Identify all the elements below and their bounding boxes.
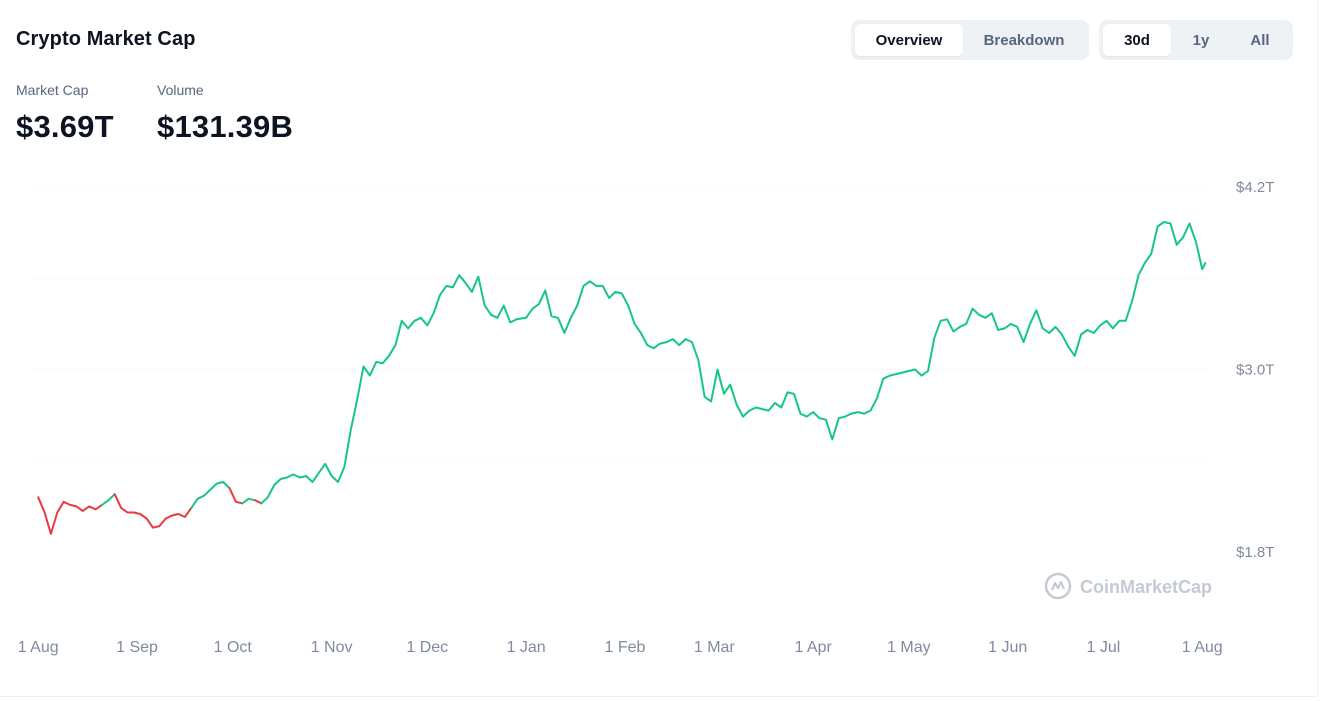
series-line-up [101, 493, 116, 506]
x-tick-label: 1 Nov [311, 639, 353, 656]
range-1y-button[interactable]: 1y [1192, 31, 1210, 49]
y-axis: $4.2T $3.0T $1.8T [1236, 179, 1274, 561]
market-cap-label: Market Cap [16, 82, 89, 98]
price-line [37, 221, 1207, 535]
x-tick-label: 1 Jan [507, 639, 546, 656]
x-tick-label: 1 Sep [116, 639, 158, 656]
range-30d-button[interactable]: 30d [1103, 24, 1171, 56]
view-toggle: Overview Breakdown [851, 20, 1089, 60]
series-line-up [241, 497, 257, 505]
volume-stat: Volume $131.39B [157, 82, 293, 145]
series-line-down [37, 496, 103, 535]
x-tick-label: 1 Jun [988, 639, 1027, 656]
x-tick-label: 1 Oct [214, 639, 253, 656]
coinmarketcap-watermark: CoinMarketCap [1044, 572, 1212, 600]
x-tick-label: 1 Feb [605, 639, 646, 656]
y-tick-label: $1.8T [1236, 544, 1274, 561]
x-axis: 1 Aug 1 Sep 1 Oct 1 Nov 1 Dec 1 Jan 1 Feb 1 Mar… [18, 639, 1223, 656]
market-cap-value: $3.69T [16, 109, 114, 144]
x-tick-label: 1 Dec [406, 639, 448, 656]
x-tick-label: 1 Apr [794, 639, 832, 656]
market-cap-chart[interactable]: CoinMarketCap $4.2T $3.0T $1.8T 1 Aug 1 Sep… [0, 160, 1300, 670]
series-line-down [254, 499, 263, 505]
y-tick-label: $4.2T [1236, 179, 1274, 196]
coinmarketcap-logo-mark [1050, 580, 1066, 591]
range-toggle: 30d 1y All [1099, 20, 1293, 60]
x-tick-label: 1 Aug [1182, 639, 1223, 656]
series-line-up [190, 481, 231, 509]
range-all-button[interactable]: All [1250, 31, 1270, 49]
volume-label: Volume [157, 82, 204, 98]
grid-lines [35, 186, 1215, 553]
x-tick-label: 1 May [887, 639, 931, 656]
x-tick-label: 1 Jul [1086, 639, 1120, 656]
market-cap-stat: Market Cap $3.69T [16, 82, 114, 145]
x-tick-label: 1 Aug [18, 639, 59, 656]
volume-value: $131.39B [157, 109, 294, 144]
series-line-up [260, 221, 1207, 505]
series-line-down [113, 493, 193, 529]
series-line-down [228, 487, 244, 505]
coinmarketcap-logo-icon [1044, 572, 1072, 600]
watermark-text: CoinMarketCap [1080, 577, 1212, 597]
x-tick-label: 1 Mar [694, 639, 736, 656]
page-title: Crypto Market Cap [16, 28, 196, 50]
y-tick-label: $3.0T [1236, 362, 1274, 379]
tab-overview[interactable]: Overview [855, 24, 963, 56]
tab-breakdown[interactable]: Breakdown [983, 31, 1065, 49]
